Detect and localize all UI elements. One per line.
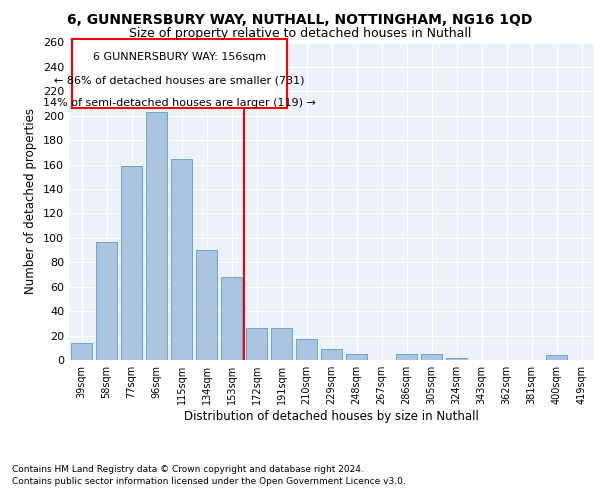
Text: Contains HM Land Registry data © Crown copyright and database right 2024.: Contains HM Land Registry data © Crown c… [12,465,364,474]
Bar [446,358,467,360]
Bar [71,343,92,360]
Bar [396,354,417,360]
Bar [96,242,117,360]
FancyBboxPatch shape [71,40,287,108]
Bar [171,158,192,360]
Text: 6, GUNNERSBURY WAY, NUTHALL, NOTTINGHAM, NG16 1QD: 6, GUNNERSBURY WAY, NUTHALL, NOTTINGHAM,… [67,12,533,26]
Text: 6 GUNNERSBURY WAY: 156sqm: 6 GUNNERSBURY WAY: 156sqm [92,52,266,62]
Text: 14% of semi-detached houses are larger (119) →: 14% of semi-detached houses are larger (… [43,98,316,108]
Bar [296,339,317,360]
Bar [121,166,142,360]
Text: Size of property relative to detached houses in Nuthall: Size of property relative to detached ho… [129,28,471,40]
Bar [221,277,242,360]
Bar [146,112,167,360]
Bar [246,328,267,360]
Bar [196,250,217,360]
Bar [421,354,442,360]
Text: ← 86% of detached houses are smaller (731): ← 86% of detached houses are smaller (73… [54,76,305,86]
X-axis label: Distribution of detached houses by size in Nuthall: Distribution of detached houses by size … [184,410,479,423]
Bar [271,328,292,360]
Text: Contains public sector information licensed under the Open Government Licence v3: Contains public sector information licen… [12,478,406,486]
Bar [321,349,342,360]
Y-axis label: Number of detached properties: Number of detached properties [25,108,37,294]
Bar [546,355,567,360]
Bar [346,354,367,360]
